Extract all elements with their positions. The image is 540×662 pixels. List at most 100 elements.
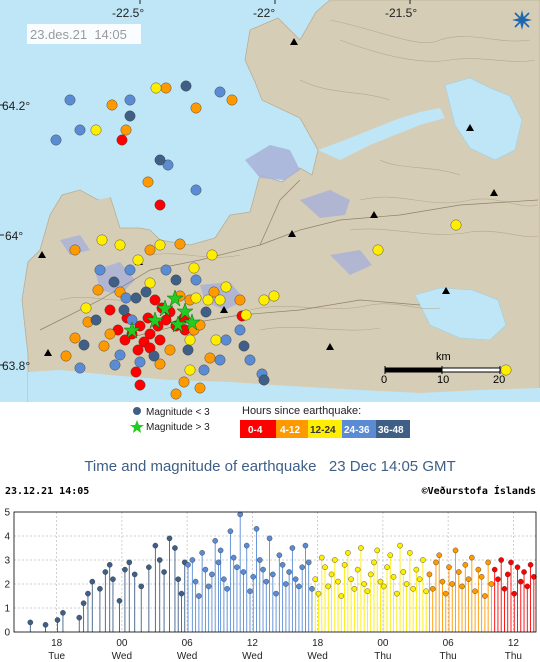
chart-stems	[29, 514, 535, 632]
lat-label: 64°	[5, 229, 23, 243]
earthquake-point	[420, 557, 426, 563]
earthquake-point	[521, 569, 527, 575]
earthquake-point	[234, 564, 240, 570]
plot-frame	[13, 511, 537, 633]
earthquake-dot	[144, 244, 156, 256]
magnitude-small-dot-icon	[133, 407, 141, 415]
earthquake-dot	[190, 102, 202, 114]
earthquake-dot	[214, 294, 226, 306]
earthquake-point	[511, 590, 518, 597]
earthquake-point	[161, 569, 167, 575]
earthquake-point	[283, 581, 289, 587]
earthquake-dot	[160, 264, 172, 276]
earthquake-point	[475, 566, 482, 573]
earthquake-point	[192, 578, 199, 585]
earthquake-dot	[182, 344, 194, 356]
earthquake-point	[384, 564, 390, 570]
earthquake-point	[305, 559, 312, 566]
earthquake-dot	[140, 286, 152, 298]
earthquake-point	[243, 542, 250, 549]
x-tick-day-label: Wed	[112, 651, 132, 662]
earthquake-point	[482, 593, 488, 599]
earthquake-dot	[450, 219, 462, 231]
earthquake-dot	[268, 290, 280, 302]
earthquake-map[interactable]: -22.5° -22° -21.5° 64.2° 64° 63.8° 23.de…	[0, 0, 540, 402]
earthquake-point	[296, 583, 302, 590]
earthquake-dot	[210, 334, 222, 346]
earthquake-dot	[180, 80, 192, 92]
earthquake-dot	[160, 314, 172, 326]
earthquake-dot	[226, 94, 238, 106]
earthquake-point	[531, 574, 537, 580]
x-tick-day-label: Wed	[177, 651, 197, 662]
earthquake-point	[371, 559, 377, 566]
earthquake-point	[338, 593, 345, 599]
scale-tick: 0	[381, 374, 387, 386]
x-tick-day-label: Thu	[505, 651, 522, 662]
earthquake-point	[462, 562, 469, 568]
earthquake-point	[403, 581, 410, 587]
earthquake-point	[175, 576, 182, 582]
earthquake-point	[501, 586, 508, 592]
earthquake-dot	[132, 254, 144, 266]
earthquake-point	[328, 571, 335, 578]
earthquake-dot	[92, 284, 104, 296]
earthquake-point	[469, 554, 475, 561]
earthquake-point	[152, 542, 159, 549]
earthquake-dot	[80, 302, 92, 314]
earthquake-point	[89, 578, 96, 585]
earthquake-dot	[130, 366, 142, 378]
earthquake-dot	[124, 264, 136, 276]
earthquake-point	[221, 576, 227, 582]
y-tick-label: 4	[4, 532, 10, 543]
earthquake-point	[400, 569, 407, 575]
earthquake-dot	[130, 292, 142, 304]
earthquake-point	[504, 571, 511, 578]
earthquake-point	[102, 569, 109, 575]
fjord-north	[318, 108, 445, 160]
imo-snowflake-icon	[512, 10, 532, 30]
legend-hours-title: Hours since earthquake:	[242, 405, 361, 417]
earthquake-point	[485, 559, 491, 566]
earthquake-point	[156, 557, 163, 563]
x-tick-day-label: Thu	[374, 651, 391, 662]
earthquake-point	[230, 554, 237, 561]
earthquake-dot	[206, 249, 218, 261]
time-magnitude-chart: 01234518Tue00Wed06Wed12Wed18Wed00Thu06Th…	[4, 508, 537, 662]
chart-points	[27, 511, 537, 628]
earthquake-point	[397, 542, 403, 549]
earthquake-dot	[240, 309, 252, 321]
earthquake-point	[253, 525, 260, 532]
earthquake-point	[240, 569, 247, 575]
earthquake-dot	[220, 334, 232, 346]
earthquake-point	[126, 559, 133, 566]
earthquake-dot	[104, 328, 116, 340]
lake-kleifarvatn	[414, 287, 507, 341]
earthquake-dot	[174, 238, 186, 250]
earthquake-dot	[120, 124, 132, 136]
earthquake-point	[351, 586, 358, 592]
earthquake-dot	[98, 340, 110, 352]
x-tick-day-label: Wed	[242, 651, 262, 662]
earthquake-dot	[200, 306, 212, 318]
earthquake-point	[76, 614, 83, 621]
earthquake-dot	[204, 352, 216, 364]
scale-tick: 10	[437, 374, 449, 386]
earthquake-point	[325, 583, 332, 590]
x-tick-time-label: 06	[182, 638, 194, 649]
earthquake-dot	[154, 239, 166, 251]
earthquake-point	[205, 583, 212, 590]
x-tick-day-label: Thu	[440, 651, 457, 662]
bin-label: 36-48	[378, 425, 404, 436]
contour-lines	[59, 19, 539, 331]
earthquake-point	[106, 562, 113, 568]
legend-mag-large: Magnitude > 3	[146, 422, 210, 433]
earthquake-point	[318, 554, 325, 561]
earthquake-dot	[134, 379, 146, 391]
earthquake-point	[166, 535, 173, 542]
earthquake-point	[172, 545, 178, 551]
legend-mag-small: Magnitude < 3	[146, 407, 210, 418]
lake-thingvallavatn	[444, 77, 523, 161]
earthquake-point	[374, 547, 381, 554]
sea-south	[28, 370, 540, 402]
